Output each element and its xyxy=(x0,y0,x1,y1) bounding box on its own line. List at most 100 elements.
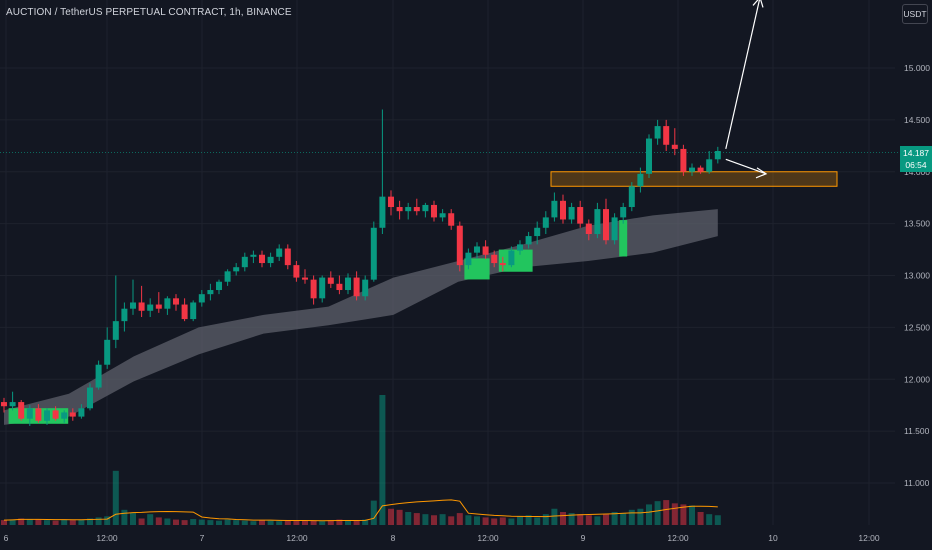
candle-body xyxy=(413,207,420,212)
volume-bar xyxy=(353,520,360,525)
candle-body xyxy=(130,302,136,309)
candle-body xyxy=(173,298,179,305)
support-zone-box xyxy=(550,171,838,187)
volume-bar xyxy=(456,513,463,525)
volume-bar xyxy=(422,514,429,525)
arrow-side xyxy=(725,158,767,175)
candle-body xyxy=(560,200,566,220)
volume-bar xyxy=(345,520,351,525)
y-tick-label: 11.000 xyxy=(904,478,930,488)
volume-bar xyxy=(542,514,549,525)
candle-body xyxy=(69,412,76,417)
candle-body xyxy=(422,204,429,212)
volume-bar xyxy=(241,520,248,525)
candle-body xyxy=(138,302,145,311)
candle-body xyxy=(689,167,695,172)
volume-bar xyxy=(130,513,136,525)
candle-body xyxy=(697,167,704,172)
volume-bar xyxy=(680,504,687,525)
x-tick-label: 6 xyxy=(4,533,9,543)
volume-bar xyxy=(87,518,93,525)
volume-bar xyxy=(474,516,480,525)
volume-bar xyxy=(276,521,283,525)
volume-bar xyxy=(448,516,455,525)
volume-bar xyxy=(104,516,111,525)
x-axis: 6 12:00 7 12:00 8 12:00 9 12:00 10 12:00 xyxy=(4,533,880,543)
candle-body xyxy=(654,126,661,139)
volume-bar xyxy=(95,517,102,525)
candle-body xyxy=(388,196,394,208)
volume-bar xyxy=(310,520,317,525)
candle-body xyxy=(284,248,291,266)
candle-body xyxy=(362,279,369,297)
volume-bar xyxy=(207,520,214,525)
candle-body xyxy=(18,402,25,419)
green-zone xyxy=(498,249,533,272)
volume-bar xyxy=(706,514,713,525)
volume-bar xyxy=(250,521,257,525)
symbol-title: AUCTION / TetherUS PERPETUAL CONTRACT, 1… xyxy=(6,7,292,18)
volume-bar xyxy=(370,500,377,525)
candle-body xyxy=(620,207,627,218)
candle-body xyxy=(525,236,532,245)
candle-body xyxy=(319,277,326,299)
x-tick-label: 10 xyxy=(768,533,778,543)
candle-body xyxy=(379,196,386,228)
candle-body xyxy=(628,186,635,208)
y-tick-label: 12.500 xyxy=(904,322,930,332)
candle-body xyxy=(448,213,455,226)
candle-body xyxy=(35,408,42,421)
volume-bar xyxy=(603,514,609,525)
volume-bar xyxy=(18,518,25,525)
candle-body xyxy=(714,151,721,160)
candle-body xyxy=(577,207,584,224)
x-tick-label: 9 xyxy=(581,533,586,543)
candle-body xyxy=(551,200,558,218)
volume-bar xyxy=(594,516,601,525)
candle-body xyxy=(233,267,240,272)
volume-bar xyxy=(585,515,592,525)
green-zone xyxy=(619,220,628,257)
y-tick-label: 13.500 xyxy=(904,219,930,229)
currency-button[interactable]: USDT xyxy=(902,4,928,24)
volume-bar xyxy=(491,518,498,525)
volume-bar xyxy=(405,512,412,525)
candle-body xyxy=(646,138,652,174)
volume-bar xyxy=(413,513,420,525)
x-tick-label: 12:00 xyxy=(477,533,499,543)
volume-bar xyxy=(224,519,231,525)
volume-bar xyxy=(302,520,308,525)
volume-bar xyxy=(293,520,300,525)
volume-bar xyxy=(9,519,16,525)
volume-bar xyxy=(284,520,291,525)
candle-body xyxy=(198,294,205,303)
candle-body xyxy=(499,263,506,266)
candle-body xyxy=(439,213,446,218)
y-axis: 15.00014.50014.00013.50013.00012.50012.0… xyxy=(904,63,930,488)
volume-bar xyxy=(525,515,532,525)
arrow-up xyxy=(725,0,761,150)
last-price: 14.187 xyxy=(903,148,929,158)
volume-bar xyxy=(714,515,721,525)
x-tick-label: 7 xyxy=(200,533,205,543)
volume-bar xyxy=(44,520,50,525)
volume-bar xyxy=(577,514,584,525)
volume-bar xyxy=(663,500,670,525)
support-zone xyxy=(550,171,838,187)
candle-body xyxy=(568,207,575,220)
candle-body xyxy=(336,283,343,291)
x-tick-label: 12:00 xyxy=(286,533,308,543)
y-tick-label: 12.000 xyxy=(904,374,930,384)
candle-body xyxy=(121,308,128,322)
x-tick-label: 12:00 xyxy=(667,533,689,543)
volume-bar xyxy=(689,505,695,525)
volume-bar xyxy=(568,513,575,525)
volume-bar xyxy=(362,519,369,525)
candle-body xyxy=(663,126,670,145)
candle-body xyxy=(706,159,713,172)
candle-body xyxy=(370,227,377,280)
y-tick-label: 14.500 xyxy=(904,115,930,125)
candle-body xyxy=(259,254,265,264)
candle-body xyxy=(224,271,231,282)
